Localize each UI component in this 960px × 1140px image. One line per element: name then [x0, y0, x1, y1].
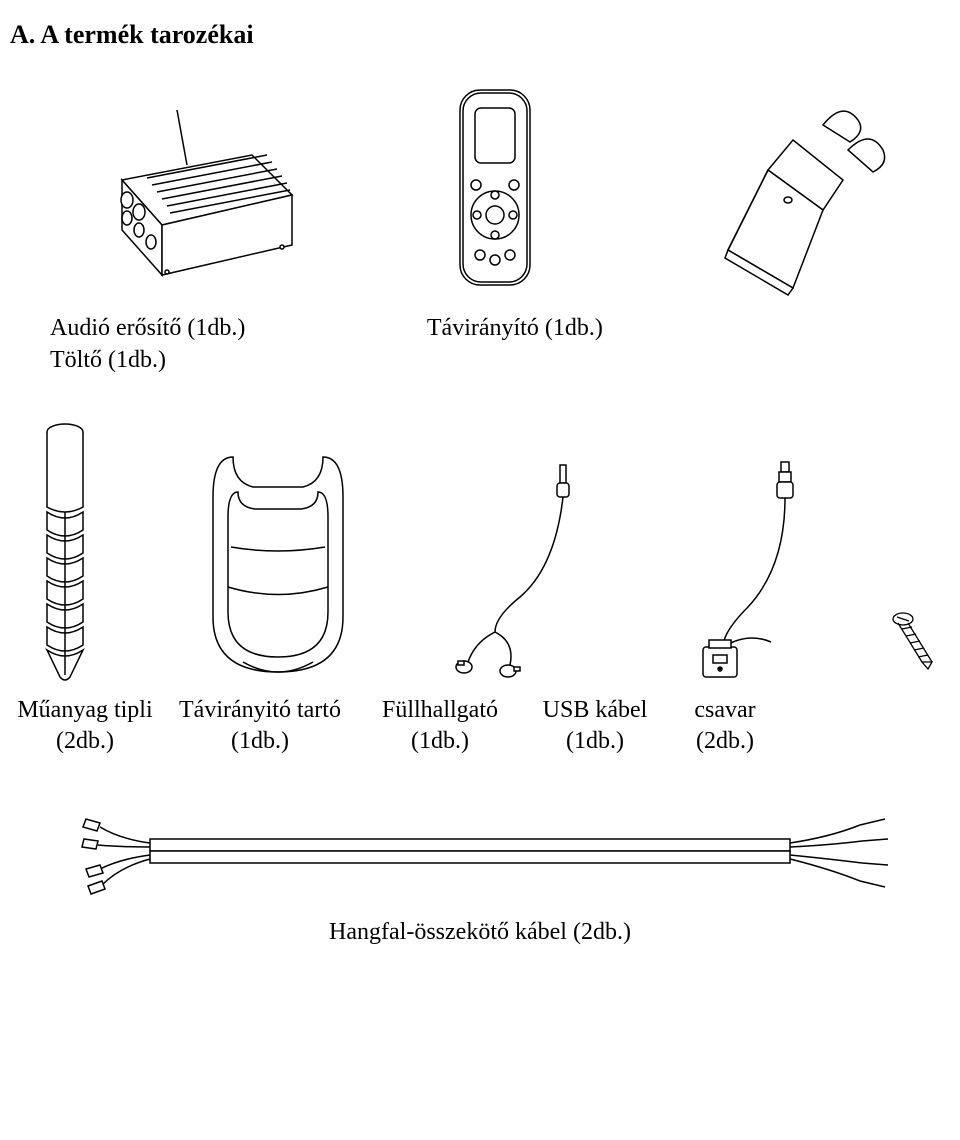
- remote-illustration: [430, 80, 560, 300]
- row2-illustrations: [10, 407, 950, 687]
- screw-illustration: [888, 607, 943, 687]
- label-screw-qty: (2db.): [696, 728, 754, 754]
- holder-illustration: [173, 437, 383, 687]
- label-remote: Távirányító (1db.): [427, 315, 603, 341]
- label-wallplug-qty: (2db.): [56, 728, 114, 754]
- label-usb-name: USB kábel: [543, 697, 648, 723]
- label-earphones-qty: (1db.): [411, 728, 469, 754]
- wallplug-illustration: [30, 417, 100, 687]
- section-title: A. A termék tarozékai: [10, 20, 950, 50]
- label-earphones-name: Füllhallgató: [382, 697, 498, 723]
- label-amplifier: Audió erősítő (1db.): [50, 315, 245, 341]
- label-speakercable: Hangfal-összekötő kábel (2db.): [10, 919, 950, 946]
- row1-labels: Audió erősítő (1db.) Távirányító (1db.) …: [50, 312, 950, 377]
- speakercable-illustration: [40, 797, 920, 907]
- row2-labels: Műanyag tipli (2db.) Távirányitó tartó (…: [10, 695, 950, 757]
- row1-illustrations: [10, 70, 950, 300]
- charger-illustration: [673, 100, 893, 300]
- usbcable-illustration: [663, 457, 833, 687]
- label-screw-name: csavar: [694, 697, 755, 723]
- row3-illustration: [10, 797, 950, 907]
- label-usb-qty: (1db.): [566, 728, 624, 754]
- amplifier-illustration: [67, 100, 317, 300]
- label-holder-name: Távirányitó tartó: [179, 697, 341, 723]
- label-wallplug-name: Műanyag tipli: [17, 697, 152, 723]
- label-holder-qty: (1db.): [231, 728, 289, 754]
- earphones-illustration: [440, 457, 610, 687]
- label-charger: Töltő (1db.): [50, 344, 950, 376]
